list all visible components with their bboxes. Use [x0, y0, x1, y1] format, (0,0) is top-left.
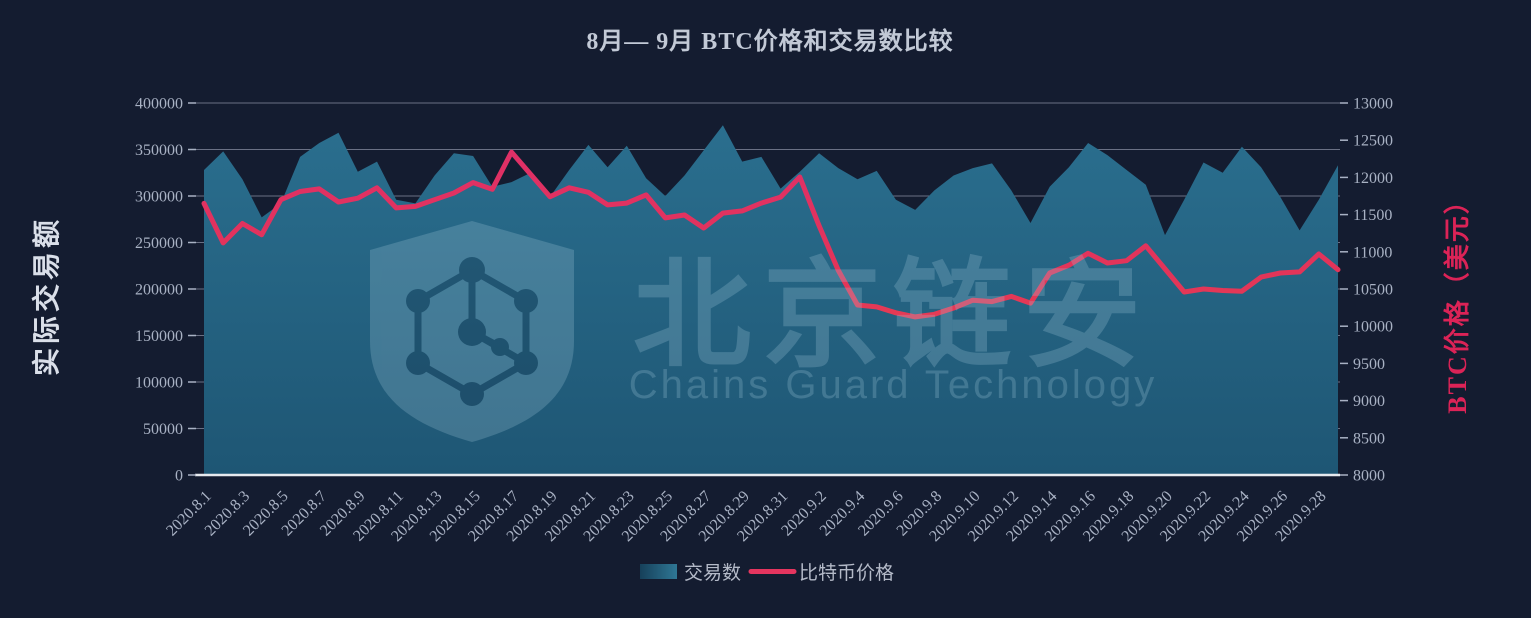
y-axis-left-tick-label: 0 — [175, 468, 183, 485]
legend-price-label[interactable]: 比特币价格 — [799, 562, 894, 584]
y-axis-right-tick-label: 8000 — [1353, 468, 1385, 485]
y-axis-right-tick-label: 8500 — [1353, 430, 1385, 447]
y-axis-left-tick-label: 100000 — [135, 375, 183, 392]
y-axis-right-tick-label: 11500 — [1353, 207, 1392, 224]
legend-area-swatch[interactable] — [640, 564, 677, 579]
y-axis-right-tick-label: 9500 — [1353, 356, 1385, 373]
y-axis-left-tick-label: 300000 — [135, 189, 183, 206]
y-axis-left-tick-label: 150000 — [135, 328, 183, 345]
watermark-logo-network — [414, 265, 530, 399]
y-axis-right-tick-label: 12000 — [1353, 170, 1393, 187]
y-axis-right-tick-label: 9000 — [1353, 393, 1385, 410]
legend-item-price[interactable]: 比特币价格 — [748, 562, 894, 584]
y-axis-left-tick-label: 350000 — [135, 142, 183, 159]
volume-area-series — [204, 125, 1338, 476]
y-axis-left-tick-label: 50000 — [143, 421, 183, 438]
legend-area-label[interactable]: 交易数 — [684, 562, 741, 584]
right-axis-title: BTC价格（美元） — [1442, 186, 1472, 413]
left-axis-title: 实际交易额 — [30, 216, 63, 376]
watermark-logo-nodes — [406, 257, 538, 406]
y-axis-right-tick-label: 10500 — [1353, 282, 1393, 299]
watermark-cn-text: 北京链安 — [633, 250, 1153, 382]
y-axis-right-tick-label: 11000 — [1353, 244, 1392, 261]
y-axis-right-tick-label: 13000 — [1353, 96, 1393, 113]
legend-item-volume[interactable]: 交易数 — [640, 562, 741, 584]
y-axis-right-tick-label: 12500 — [1353, 133, 1393, 150]
watermark-en-text: Chains Guard Technology — [629, 363, 1158, 407]
watermark-shield — [370, 221, 574, 442]
y-axis-left-tick-label: 250000 — [135, 235, 183, 252]
series-layer — [201, 125, 1341, 476]
y-axis-left-tick-label: 200000 — [135, 282, 183, 299]
btc-price-line-series — [201, 149, 1341, 320]
y-axis-right-tick-label: 10000 — [1353, 319, 1393, 336]
chart-title: 8月— 9月 BTC价格和交易数比较 — [586, 27, 953, 55]
y-axis-left-tick-label: 400000 — [135, 96, 183, 113]
watermark: 北京链安 Chains Guard Technology — [370, 221, 1158, 442]
legend: 交易数 比特币价格 — [640, 562, 894, 584]
